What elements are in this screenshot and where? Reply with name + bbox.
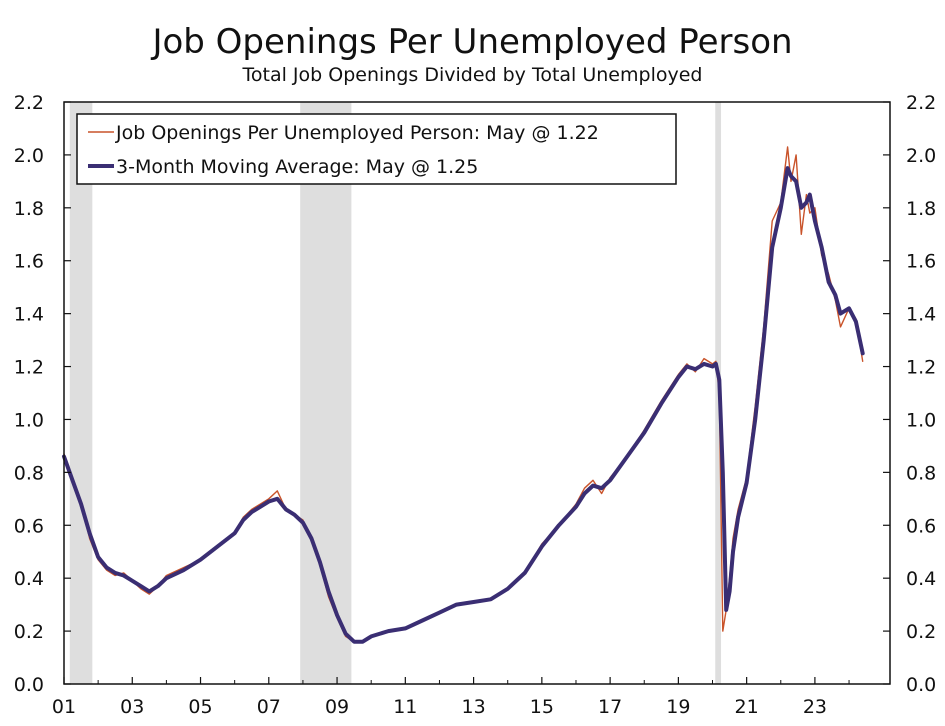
x-tick-label: 01 (52, 696, 76, 718)
y-tick-label-left: 1.2 (14, 357, 44, 379)
chart-title: Job Openings Per Unemployed Person (152, 22, 793, 62)
chart-subtitle: Total Job Openings Divided by Total Unem… (242, 64, 703, 86)
series-line-monthly (63, 146, 864, 643)
axes: 0.0 0.0 0.2 0.2 0.4 0.4 0.6 0.6 0.8 0.8 1.0 1.0 1.2 1… (14, 92, 936, 718)
x-tick-label: 09 (325, 696, 349, 718)
y-tick-label-left: 2.0 (14, 145, 44, 167)
y-tick-label-right: 0.0 (906, 674, 936, 696)
recession-band-1 (300, 102, 352, 684)
y-tick-label-right: 1.0 (906, 409, 936, 431)
y-tick-label-right: 1.4 (906, 304, 936, 326)
legend-label-average: 3-Month Moving Average: May @ 1.25 (116, 156, 478, 178)
y-tick-label-left: 1.6 (14, 251, 44, 273)
y-tick-label-right: 1.8 (906, 198, 936, 220)
y-tick-label-left: 0.8 (14, 462, 44, 484)
x-tick-label: 11 (393, 696, 417, 718)
y-tick-label-right: 2.2 (906, 92, 936, 114)
y-tick-label-left: 1.8 (14, 198, 44, 220)
legend-label-monthly: Job Openings Per Unemployed Person: May … (115, 122, 599, 144)
legend: Job Openings Per Unemployed Person: May … (76, 113, 677, 185)
y-tick-label-left: 1.4 (14, 304, 44, 326)
x-tick-label: 17 (598, 696, 622, 718)
y-tick-label-left: 0.2 (14, 621, 44, 643)
x-tick-label: 19 (666, 696, 690, 718)
x-tick-label: 13 (461, 696, 485, 718)
y-tick-label-right: 0.8 (906, 462, 936, 484)
y-tick-label-left: 2.2 (14, 92, 44, 114)
x-tick-label: 03 (120, 696, 144, 718)
y-tick-label-right: 1.6 (906, 251, 936, 273)
legend-box (76, 113, 677, 185)
y-tick-label-right: 1.2 (906, 357, 936, 379)
series-line-moving-average (62, 166, 865, 644)
plot-area-border (63, 101, 891, 685)
x-tick-label: 07 (257, 696, 281, 718)
y-tick-label-right: 2.0 (906, 145, 936, 167)
y-tick-label-right: 0.4 (906, 568, 936, 590)
recession-band-0 (69, 102, 93, 684)
series-lines (62, 146, 865, 644)
y-tick-label-left: 0.4 (14, 568, 44, 590)
y-tick-label-left: 1.0 (14, 409, 44, 431)
x-tick-label: 15 (530, 696, 554, 718)
x-tick-label: 21 (735, 696, 759, 718)
y-tick-label-right: 0.2 (906, 621, 936, 643)
y-tick-label-right: 0.6 (906, 515, 936, 537)
x-tick-label: 23 (803, 696, 827, 718)
y-tick-label-left: 0.6 (14, 515, 44, 537)
y-tick-label-left: 0.0 (14, 674, 44, 696)
recession-shading (69, 102, 722, 684)
x-tick-label: 05 (188, 696, 212, 718)
